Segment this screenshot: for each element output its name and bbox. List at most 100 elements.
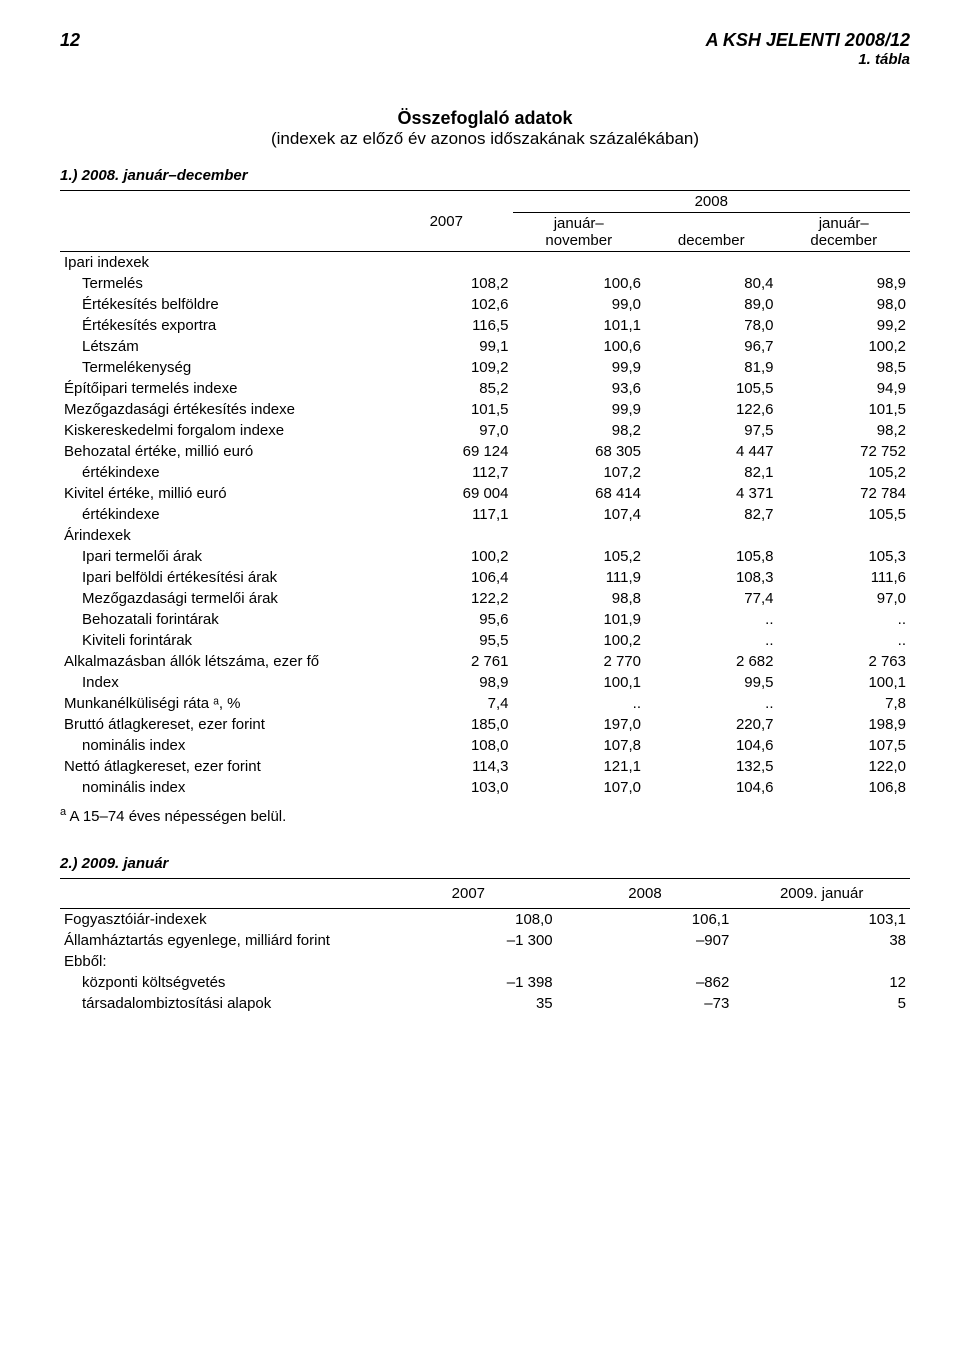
row-value: 220,7 xyxy=(645,714,778,735)
row-value: 99,2 xyxy=(778,315,911,336)
row-value: 98,5 xyxy=(778,357,911,378)
row-value: 104,6 xyxy=(645,735,778,756)
table-row: társadalombiztosítási alapok35–735 xyxy=(60,993,910,1014)
table-row: Index98,9100,199,5100,1 xyxy=(60,672,910,693)
row-value: 2 682 xyxy=(645,651,778,672)
row-value: 107,5 xyxy=(778,735,911,756)
row-value xyxy=(513,252,646,274)
table-row: Mezőgazdasági értékesítés indexe101,599,… xyxy=(60,399,910,420)
row-value: 72 784 xyxy=(778,483,911,504)
row-label: Létszám xyxy=(60,336,380,357)
row-value xyxy=(778,525,911,546)
row-value: 99,9 xyxy=(513,399,646,420)
row-value: 7,4 xyxy=(380,693,513,714)
row-value: 122,2 xyxy=(380,588,513,609)
row-value: 132,5 xyxy=(645,756,778,777)
row-value: 98,2 xyxy=(778,420,911,441)
row-value: 101,9 xyxy=(513,609,646,630)
table-row: Termelés108,2100,680,498,9 xyxy=(60,273,910,294)
row-value: .. xyxy=(513,693,646,714)
row-label: Ipari belföldi értékesítési árak xyxy=(60,567,380,588)
row-value: 98,0 xyxy=(778,294,911,315)
table1-footnote: a A 15–74 éves népességen belül. xyxy=(60,806,910,825)
page-header: 12 A KSH JELENTI 2008/12 xyxy=(60,30,910,51)
row-value: 107,0 xyxy=(513,777,646,798)
row-value: 103,0 xyxy=(380,777,513,798)
table-row: értékindexe117,1107,482,7105,5 xyxy=(60,504,910,525)
table2-body: Fogyasztóiár-indexek108,0106,1103,1Állam… xyxy=(60,909,910,1015)
table-label: 1. tábla xyxy=(60,51,910,68)
row-label: Mezőgazdasági értékesítés indexe xyxy=(60,399,380,420)
table-row: központi költségvetés–1 398–86212 xyxy=(60,972,910,993)
row-value: 105,2 xyxy=(778,462,911,483)
table-row: Építőipari termelés indexe85,293,6105,59… xyxy=(60,378,910,399)
row-value xyxy=(380,252,513,274)
row-value: 107,4 xyxy=(513,504,646,525)
row-value: 38 xyxy=(733,930,910,951)
row-value: 98,9 xyxy=(380,672,513,693)
row-value: 98,2 xyxy=(513,420,646,441)
row-value: 94,9 xyxy=(778,378,911,399)
row-value: .. xyxy=(645,693,778,714)
row-value: –907 xyxy=(557,930,734,951)
row-label: Munkanélküliségi ráta ᵃ, % xyxy=(60,693,380,714)
table-row: Értékesítés belföldre102,699,089,098,0 xyxy=(60,294,910,315)
row-value: 4 371 xyxy=(645,483,778,504)
row-label: Kivitel értéke, millió euró xyxy=(60,483,380,504)
table1-stub-header xyxy=(60,191,380,252)
row-label: Termelés xyxy=(60,273,380,294)
row-label: Értékesítés exportra xyxy=(60,315,380,336)
row-value: .. xyxy=(778,630,911,651)
row-value: 106,1 xyxy=(557,909,734,931)
row-value: 116,5 xyxy=(380,315,513,336)
table-row: Behozatali forintárak95,6101,9.... xyxy=(60,609,910,630)
row-value: 100,6 xyxy=(513,336,646,357)
row-value: 107,8 xyxy=(513,735,646,756)
row-value: 101,1 xyxy=(513,315,646,336)
row-value: 121,1 xyxy=(513,756,646,777)
row-value: 99,5 xyxy=(645,672,778,693)
table-row: Fogyasztóiár-indexek108,0106,1103,1 xyxy=(60,909,910,931)
row-value: 111,9 xyxy=(513,567,646,588)
table-row: Kivitel értéke, millió euró69 00468 4144… xyxy=(60,483,910,504)
row-value xyxy=(557,951,734,972)
row-label: Kiskereskedelmi forgalom indexe xyxy=(60,420,380,441)
row-value: 105,5 xyxy=(778,504,911,525)
row-value: 108,2 xyxy=(380,273,513,294)
row-value: 81,9 xyxy=(645,357,778,378)
row-value: .. xyxy=(645,609,778,630)
row-value: 111,6 xyxy=(778,567,911,588)
row-label: értékindexe xyxy=(60,504,380,525)
page-number: 12 xyxy=(60,30,80,51)
row-label: Ipari indexek xyxy=(60,252,380,274)
table-row: nominális index108,0107,8104,6107,5 xyxy=(60,735,910,756)
row-value: .. xyxy=(645,630,778,651)
row-value xyxy=(513,525,646,546)
row-value: 68 414 xyxy=(513,483,646,504)
row-value: 106,4 xyxy=(380,567,513,588)
row-label: nominális index xyxy=(60,735,380,756)
row-value: 89,0 xyxy=(645,294,778,315)
table2-col-1: 2007 xyxy=(380,879,557,909)
table2-col-2: 2008 xyxy=(557,879,734,909)
table-row: Árindexek xyxy=(60,525,910,546)
row-value: 96,7 xyxy=(645,336,778,357)
row-value: 112,7 xyxy=(380,462,513,483)
table-row: Kiviteli forintárak95,5100,2.... xyxy=(60,630,910,651)
row-value: –1 300 xyxy=(380,930,557,951)
table2-stub-header xyxy=(60,879,380,909)
row-value: 2 761 xyxy=(380,651,513,672)
row-value xyxy=(645,525,778,546)
table-row: Behozatal értéke, millió euró69 12468 30… xyxy=(60,441,910,462)
table1-body: Ipari indexekTermelés108,2100,680,498,9É… xyxy=(60,252,910,799)
row-value: 100,2 xyxy=(380,546,513,567)
row-value: 69 124 xyxy=(380,441,513,462)
table-row: Létszám99,1100,696,7100,2 xyxy=(60,336,910,357)
row-value: 99,9 xyxy=(513,357,646,378)
table-row: Munkanélküliségi ráta ᵃ, %7,4....7,8 xyxy=(60,693,910,714)
row-value: 105,2 xyxy=(513,546,646,567)
row-label: központi költségvetés xyxy=(60,972,380,993)
row-value xyxy=(380,951,557,972)
row-value: 100,1 xyxy=(513,672,646,693)
row-value: 106,8 xyxy=(778,777,911,798)
